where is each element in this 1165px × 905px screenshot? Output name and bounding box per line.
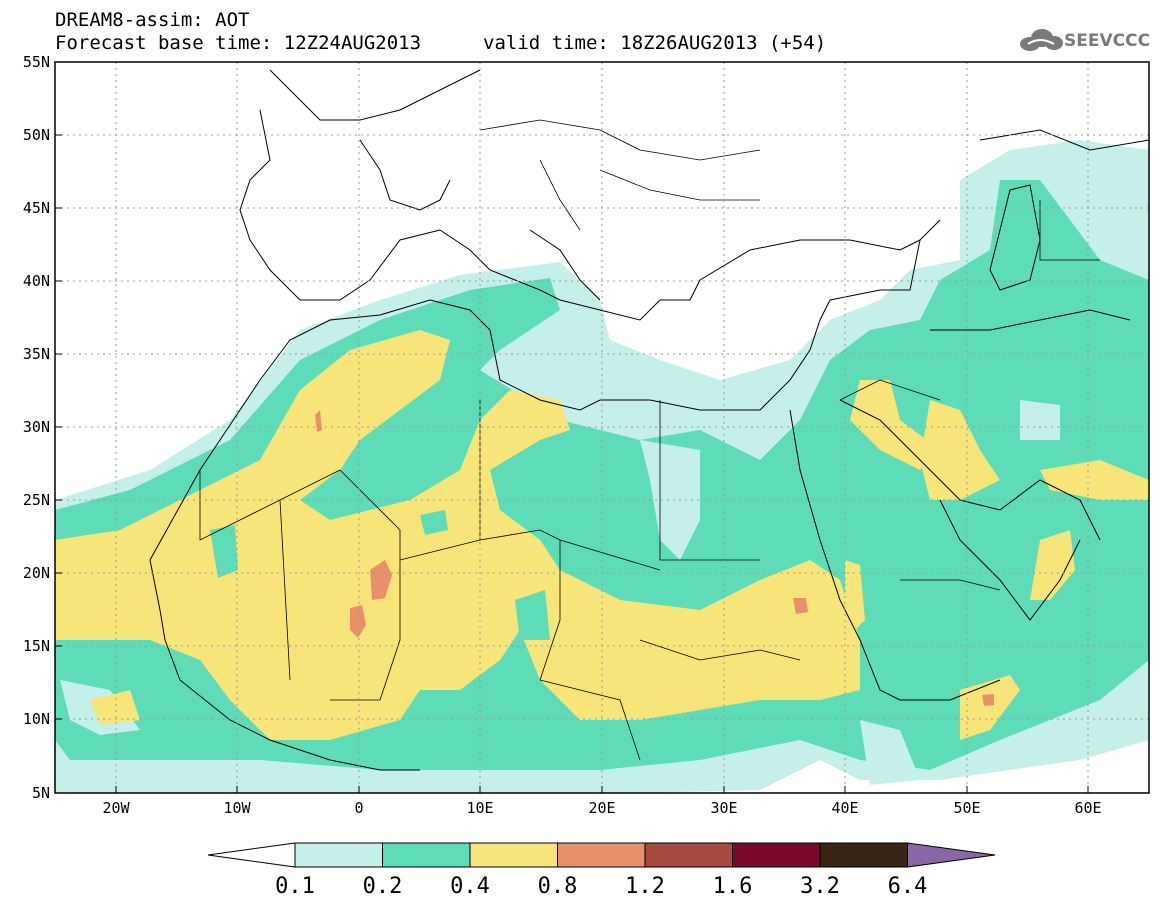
legend-color-box — [557, 842, 646, 868]
lon-label: 50E — [953, 799, 980, 817]
legend-level-label: 0.1 — [275, 874, 315, 899]
axis-ticks — [55, 61, 1089, 794]
lon-label: 40E — [831, 799, 858, 817]
map-title: DREAM8-assim: AOT — [55, 9, 250, 31]
lon-label: 10W — [223, 799, 251, 817]
legend-color-box — [294, 842, 383, 868]
lat-label: 5N — [32, 784, 50, 802]
cloud-logo-icon — [1020, 29, 1063, 51]
lat-label: 55N — [23, 53, 50, 71]
valid-time: valid time: 18Z26AUG2013 (+54) — [483, 32, 827, 54]
legend-color-box — [644, 842, 733, 868]
lon-label: 20W — [102, 799, 130, 817]
legend-color-box — [469, 842, 558, 868]
legend-level-label: 1.6 — [713, 874, 753, 899]
legend-level-label: 0.8 — [538, 874, 578, 899]
legend-level-label: 1.2 — [625, 874, 665, 899]
lat-label: 50N — [23, 126, 50, 144]
lon-label: 30E — [710, 799, 737, 817]
legend-level-label: 0.4 — [450, 874, 490, 899]
legend-level-label: 3.2 — [800, 874, 840, 899]
lon-label: 20E — [588, 799, 615, 817]
lon-label: 0 — [354, 799, 363, 817]
legend-over-triangle — [907, 842, 996, 868]
lat-label: 35N — [23, 345, 50, 363]
lat-label: 25N — [23, 491, 50, 509]
legend-color-box — [819, 842, 908, 868]
aot-band-0.4 — [55, 330, 1149, 740]
lon-label: 10E — [466, 799, 493, 817]
country-borders — [199, 119, 1100, 761]
lon-label: 60E — [1074, 799, 1101, 817]
lat-labels: 55N 50N 45N 40N 35N 30N 25N 20N 15N 10N … — [23, 53, 50, 802]
lat-label: 45N — [23, 199, 50, 217]
legend-level-label: 0.2 — [363, 874, 403, 899]
map-grid — [55, 62, 1149, 793]
lon-labels: 20W 10W 0 10E 20E 30E 40E 50E 60E — [102, 799, 1101, 817]
legend-under-triangle — [207, 842, 296, 868]
forecast-base-time: Forecast base time: 12Z24AUG2013 — [55, 32, 422, 54]
seevccc-logo-text: SEEVCCC — [1064, 31, 1151, 51]
legend-level-label: 6.4 — [888, 874, 928, 899]
legend-color-box — [732, 842, 821, 868]
lat-label: 30N — [23, 418, 50, 436]
lat-label: 40N — [23, 272, 50, 290]
legend-color-box — [382, 842, 471, 868]
lat-label: 20N — [23, 564, 50, 582]
coastlines — [149, 69, 1149, 771]
lat-label: 15N — [23, 637, 50, 655]
lat-label: 10N — [23, 710, 50, 728]
